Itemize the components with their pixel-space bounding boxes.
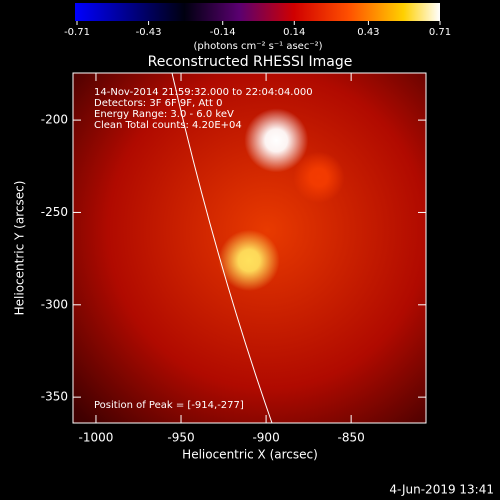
colorbar-tick-label: -0.43 bbox=[136, 27, 162, 38]
image bbox=[218, 108, 345, 292]
solar-limb bbox=[171, 73, 273, 423]
y-tick-label: -300 bbox=[41, 297, 68, 311]
annotation: Detectors: 3F 6F 9F, Att 0 bbox=[94, 98, 222, 109]
colorbar-tick-label: 0.43 bbox=[357, 27, 379, 38]
y-tick-label: -200 bbox=[41, 113, 68, 127]
y-axis-label: Heliocentric Y (arcsec) bbox=[13, 181, 27, 316]
annotation: Energy Range: 3.0 - 6.0 keV bbox=[94, 109, 234, 120]
peak-label: Position of Peak = [-914,-277] bbox=[94, 400, 244, 411]
y-tick-label: -250 bbox=[41, 205, 68, 219]
colorbar bbox=[75, 3, 440, 21]
source bbox=[244, 108, 309, 173]
plot-frame bbox=[72, 72, 427, 424]
x-tick-label: -850 bbox=[338, 431, 365, 445]
x-axis-label: Heliocentric X (arcsec) bbox=[182, 448, 318, 462]
annotation: 14-Nov-2014 21:59:32.000 to 22:04:04.000 bbox=[94, 87, 313, 98]
timestamp: 4-Jun-2019 13:41 bbox=[389, 483, 494, 497]
colorbar-tick-label: 0.14 bbox=[283, 27, 305, 38]
colorbar-tick-label: -0.14 bbox=[210, 27, 236, 38]
colorbar-tick-label: 0.71 bbox=[429, 27, 451, 38]
annotation: Clean Total counts: 4.20E+04 bbox=[94, 120, 242, 131]
colorbar-label: (photons cm⁻² s⁻¹ asec⁻²) bbox=[193, 41, 322, 52]
x-tick-label: -950 bbox=[167, 431, 194, 445]
x-tick-label: -900 bbox=[252, 431, 279, 445]
colorbar-tick-label: -0.71 bbox=[64, 27, 90, 38]
y-tick-label: -350 bbox=[41, 390, 68, 404]
chart-title: Reconstructed RHESSI Image bbox=[148, 54, 353, 70]
source bbox=[218, 229, 280, 292]
source bbox=[293, 151, 345, 204]
x-tick-label: -1000 bbox=[79, 431, 114, 445]
